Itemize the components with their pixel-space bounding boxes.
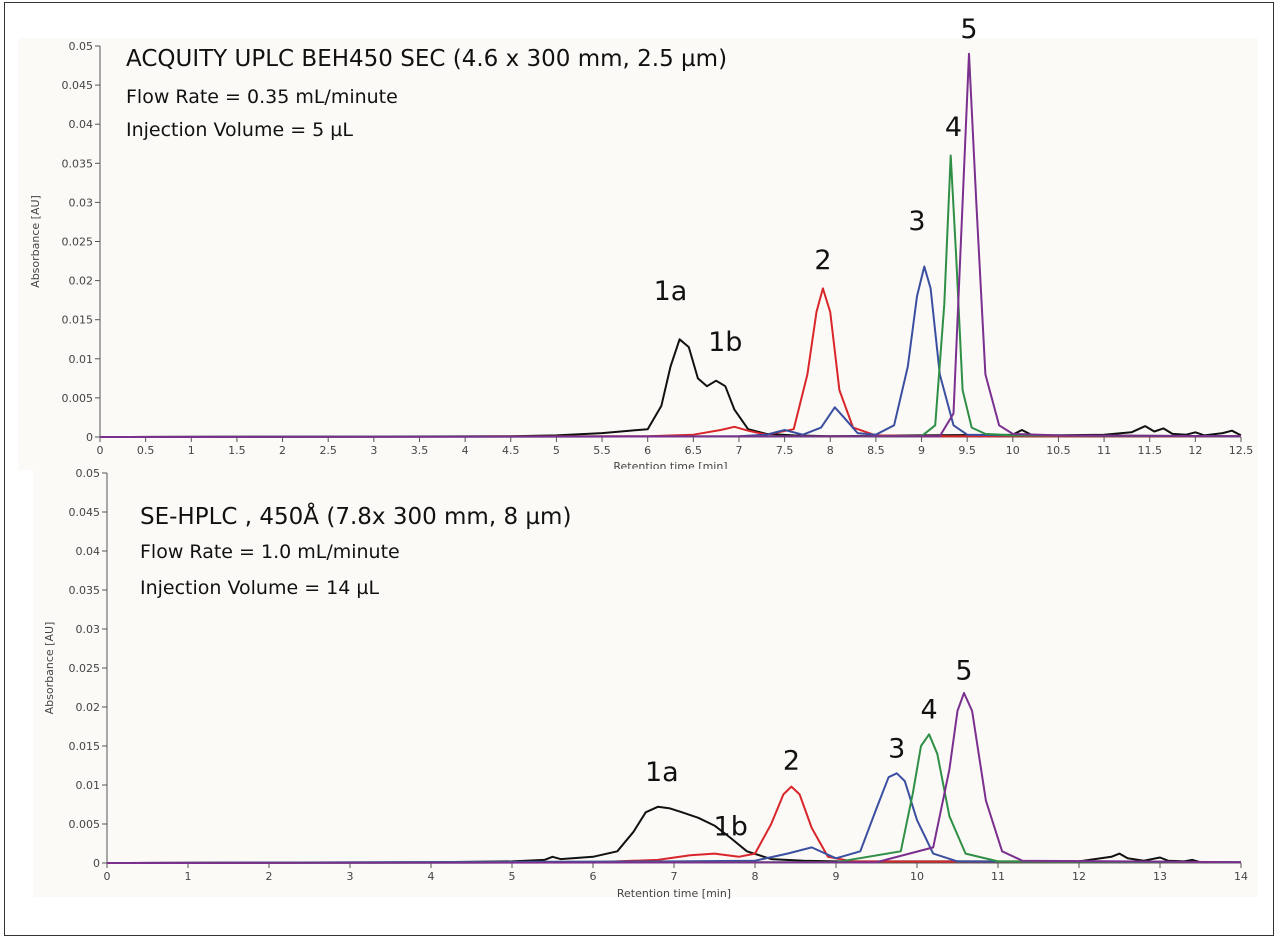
x-tick-label: 11.5 [1137,444,1162,457]
y-tick-label: 0.025 [69,662,101,675]
y-tick-label: 0.035 [69,584,101,597]
peak-label: 1b [714,812,748,843]
x-tick-label: 0 [97,444,104,457]
y-tick-label: 0 [93,857,100,870]
y-axis-label: Absorbance [AU] [29,195,42,288]
peak-label: 2 [814,245,831,276]
x-tick-label: 4 [428,870,435,883]
x-tick-label: 7.5 [776,444,794,457]
series-line-5 [106,692,1242,864]
x-tick-label: 2 [266,870,273,883]
x-tick-label: 6 [644,444,651,457]
y-tick-label: 0.015 [62,314,94,327]
peak-label: 1a [654,276,688,307]
peak-label: 3 [888,734,905,765]
x-tick-label: 3 [370,444,377,457]
x-tick-label: 8 [752,870,759,883]
chart-subtitle: Flow Rate = 0.35 mL/minute [126,86,398,108]
y-tick-label: 0.015 [69,740,101,753]
x-axis-label: Retention time [min] [617,887,731,900]
peak-label: 1b [708,327,742,358]
series-line-2 [99,287,1241,438]
x-tick-label: 12 [1072,870,1086,883]
series-line-1 [106,805,1241,864]
y-tick-label: 0.035 [62,157,94,170]
chart-subtitle: Injection Volume = 14 µL [140,577,379,599]
y-tick-label: 0.04 [76,545,101,558]
peak-label: 5 [960,14,977,45]
y-tick-label: 0.03 [76,623,101,636]
x-tick-label: 6.5 [685,444,703,457]
series-line-4 [99,154,1242,438]
series-line-3 [106,772,1242,864]
peak-label: 2 [783,745,800,776]
x-tick-label: 8 [827,444,834,457]
x-tick-label: 10 [1006,444,1020,457]
chart-title: ACQUITY UPLC BEH450 SEC (4.6 x 300 mm, 2… [126,46,727,72]
y-tick-label: 0.025 [62,236,94,249]
x-tick-label: 1 [185,870,192,883]
y-tick-label: 0.005 [69,818,101,831]
chart-subtitle: Flow Rate = 1.0 mL/minute [140,541,400,563]
y-tick-label: 0.04 [69,118,94,131]
x-tick-label: 11 [1097,444,1111,457]
x-tick-label: 6 [590,870,597,883]
x-tick-label: 12.5 [1229,444,1254,457]
chart-title: SE-HPLC , 450Å (7.8x 300 mm, 8 µm) [140,502,571,530]
peak-label: 5 [955,656,972,687]
y-tick-label: 0.02 [76,701,101,714]
x-tick-label: 3 [347,870,354,883]
x-tick-label: 2.5 [319,444,337,457]
plot-background [33,469,1258,897]
x-tick-label: 1 [188,444,195,457]
y-tick-label: 0.005 [62,392,94,405]
x-tick-label: 4 [462,444,469,457]
x-tick-label: 9 [918,444,925,457]
x-tick-label: 1.5 [228,444,246,457]
series-line-2 [106,785,1242,864]
x-tick-label: 10.5 [1046,444,1071,457]
x-tick-label: 8.5 [867,444,885,457]
peak-label: 4 [921,695,938,726]
chart-panel-2: 0 1 2 3 4 5 6 7 8 9 10 11 12 13 1400.0050.010.0150.020… [33,467,1258,900]
x-tick-label: 5 [509,870,516,883]
x-tick-label: 14 [1234,870,1248,883]
y-tick-label: 0.03 [69,196,94,209]
y-tick-label: 0.045 [69,506,101,519]
y-tick-label: 0.05 [69,40,94,53]
x-tick-label: 12 [1188,444,1202,457]
x-tick-label: 2 [279,444,286,457]
chart-panel-1: 0 0.5 1 1.5 2 2.5 3 3.5 4 4.5 5 5.5 6 6.5 7 7.5 8 8.5 9 9.5… [18,14,1258,473]
y-tick-label: 0 [86,431,93,444]
series-line-5 [99,52,1242,438]
y-axis-label: Absorbance [AU] [43,622,56,715]
y-tick-label: 0.01 [69,353,94,366]
x-tick-label: 9 [833,870,840,883]
x-tick-label: 4.5 [502,444,520,457]
x-tick-label: 0.5 [137,444,155,457]
x-tick-label: 5 [553,444,560,457]
peak-label: 1a [645,757,679,788]
y-tick-label: 0.02 [69,275,94,288]
x-tick-label: 7 [735,444,742,457]
x-tick-label: 7 [671,870,678,883]
x-tick-label: 5.5 [593,444,611,457]
y-tick-label: 0.05 [76,467,101,480]
y-tick-label: 0.045 [62,79,94,92]
plot-background [18,38,1258,470]
x-tick-label: 13 [1153,870,1167,883]
x-tick-label: 9.5 [958,444,976,457]
chart-subtitle: Injection Volume = 5 µL [126,119,353,141]
x-tick-label: 3.5 [411,444,429,457]
x-tick-label: 0 [104,870,111,883]
series-line-4 [106,733,1242,864]
peak-label: 3 [908,206,925,237]
peak-label: 4 [945,112,962,143]
x-tick-label: 10 [910,870,924,883]
y-tick-label: 0.01 [76,779,101,792]
x-tick-label: 11 [991,870,1005,883]
